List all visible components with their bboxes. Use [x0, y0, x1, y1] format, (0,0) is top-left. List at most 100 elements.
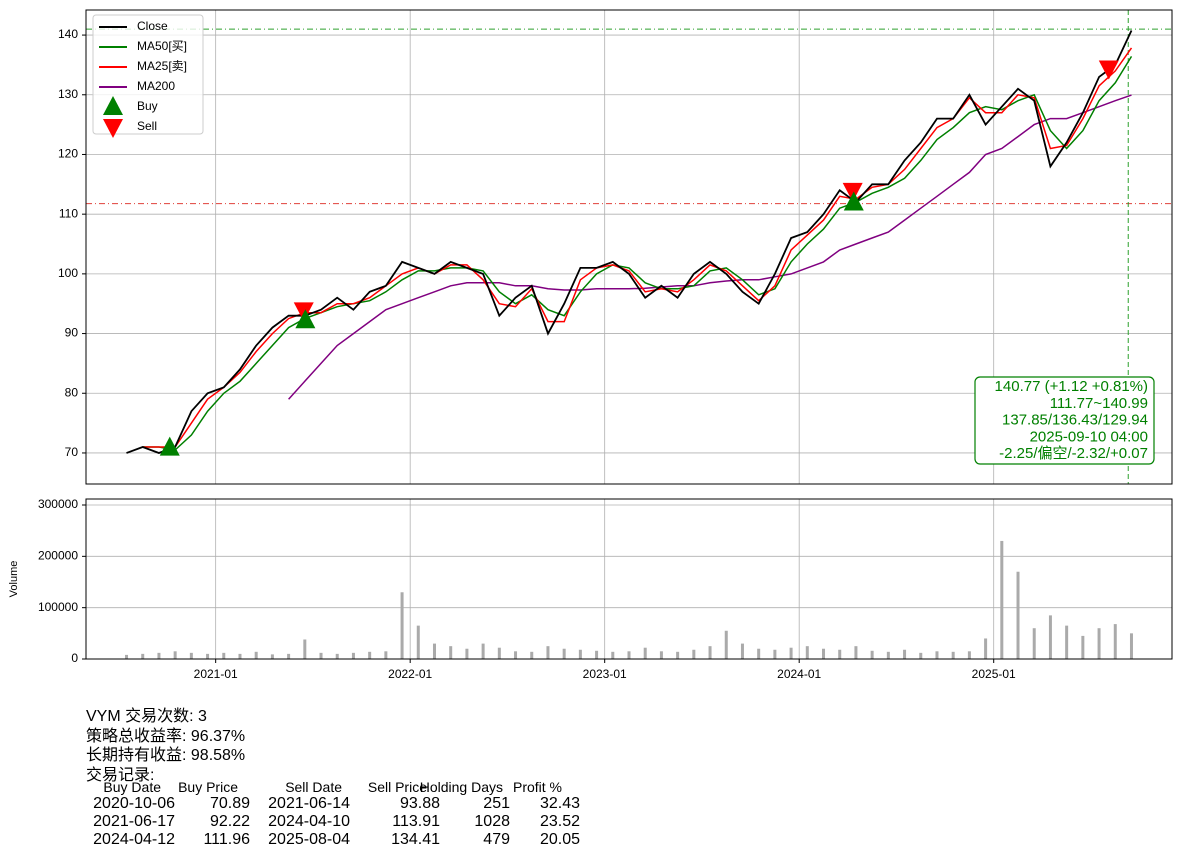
- chart: 70 80 90 100 110 120 130 140 Close MA50[买] MA25[卖]…: [8, 9, 1173, 681]
- summary-text: 长期持有收益: 98.58%: [86, 747, 246, 764]
- volume-bar: [157, 652, 161, 659]
- summary-text: 策略总收益率: 96.37%: [86, 727, 246, 745]
- x-tick-label: 2025-01: [972, 667, 1016, 681]
- summary-text: 479: [483, 831, 510, 848]
- y-axis-label: Volume: [8, 561, 20, 598]
- volume-bar: [676, 651, 680, 659]
- summary-text: 交易记录:: [86, 766, 155, 784]
- volume-bar: [1000, 540, 1004, 659]
- volume-bar: [530, 651, 534, 659]
- summary-text: 32.43: [539, 795, 580, 812]
- volume-bar: [173, 651, 177, 659]
- y-tick-label: 0: [71, 651, 78, 665]
- summary-text: Sell Date: [285, 779, 342, 795]
- summary-text: 111.96: [203, 831, 250, 848]
- summary-text: 251: [483, 795, 510, 812]
- sell-marker: [842, 182, 863, 202]
- legend: Close MA50[买] MA25[卖] MA200 Buy Sell: [92, 14, 204, 138]
- volume-bar: [870, 650, 874, 659]
- legend-label: Sell: [137, 119, 157, 133]
- volume-bar: [1129, 633, 1133, 659]
- volume-bar: [400, 592, 404, 659]
- volume-bar: [1016, 571, 1020, 659]
- summary-text: VYM 交易次数: 3: [86, 708, 207, 725]
- volume-bar: [822, 648, 826, 659]
- summary-text: Sell Price: [367, 779, 427, 795]
- volume-bar: [222, 652, 226, 659]
- annotation-box: [974, 376, 1155, 465]
- summary-text: 2021-06-17: [93, 813, 175, 830]
- y-tick-label: 120: [58, 147, 78, 161]
- volume-bar: [984, 638, 988, 659]
- volume-bar: [1097, 628, 1101, 659]
- y-tick-label: 70: [65, 445, 79, 459]
- volume-bar: [967, 651, 971, 659]
- volume-bar: [303, 639, 307, 659]
- price-line: [288, 94, 1132, 400]
- annotation-text: 2025-09-10 04:00: [1030, 428, 1148, 445]
- summary-text: Buy Price: [178, 779, 238, 795]
- x-tick-label: 2022-01: [388, 667, 432, 681]
- volume-bar: [416, 625, 420, 659]
- volume-bar: [789, 647, 793, 659]
- price-line: [126, 30, 1133, 454]
- volume-bar: [951, 651, 955, 659]
- volume-bar: [919, 652, 923, 659]
- volume-bar: [805, 646, 809, 659]
- volume-bar: [886, 651, 890, 659]
- volume-bar: [757, 648, 761, 659]
- summary-text: 113.91: [392, 813, 440, 830]
- x-tick-label: 2023-01: [583, 667, 627, 681]
- summary-text: 1028: [474, 813, 510, 830]
- volume-bar: [319, 652, 323, 659]
- volume-bar: [238, 653, 242, 659]
- volume-bar: [465, 648, 469, 659]
- summary-text: 92.22: [209, 813, 250, 830]
- summary-text: 2024-04-12: [93, 831, 175, 848]
- volume-bar: [627, 651, 631, 659]
- summary-text: 2025-08-04: [268, 831, 350, 848]
- axes-frame: [85, 498, 1173, 660]
- y-tick-label: 100000: [38, 600, 78, 614]
- volume-bar: [206, 653, 210, 659]
- annotation-text: -2.25/偏空/-2.32/+0.07: [999, 445, 1148, 462]
- volume-bar: [368, 651, 372, 659]
- annotation-text: 111.77~140.99: [1050, 395, 1148, 412]
- axes-frame: [85, 9, 1173, 485]
- legend-label: Buy: [137, 99, 158, 113]
- volume-bar: [935, 651, 939, 659]
- volume-bar: [351, 652, 355, 659]
- volume-bar: [708, 646, 712, 659]
- summary-text: 20.05: [539, 831, 580, 848]
- y-tick-label: 100: [58, 266, 78, 280]
- volume-bar: [854, 646, 858, 659]
- legend-label: Close: [137, 19, 168, 33]
- y-tick-label: 130: [58, 87, 78, 101]
- volume-bar: [838, 649, 842, 659]
- y-tick-label: 90: [65, 326, 79, 340]
- volume-bar: [141, 653, 145, 659]
- volume-bar: [270, 654, 274, 659]
- annotation-text: 140.77 (+1.12 +0.81%): [995, 378, 1148, 395]
- volume-bar: [659, 651, 663, 659]
- volume-bar: [189, 652, 193, 659]
- buy-marker: [159, 436, 180, 456]
- volume-bar: [432, 643, 436, 659]
- summary-text: 23.52: [539, 813, 580, 830]
- volume-bar: [254, 651, 258, 659]
- annotation-text: 137.85/136.43/129.94: [1002, 412, 1148, 429]
- y-tick-label: 200000: [38, 549, 78, 563]
- y-tick-label: 140: [58, 27, 78, 41]
- volume-bar: [481, 643, 485, 659]
- volume-bar: [1081, 635, 1085, 659]
- volume-bar: [546, 646, 550, 659]
- volume-bar: [643, 647, 647, 659]
- volume-bar: [1113, 624, 1117, 659]
- volume-bar: [1065, 625, 1069, 659]
- summary-text: 134.41: [391, 831, 440, 848]
- legend-label: MA50[买]: [137, 39, 187, 53]
- volume-bar: [514, 651, 518, 659]
- volume-bar: [287, 653, 291, 659]
